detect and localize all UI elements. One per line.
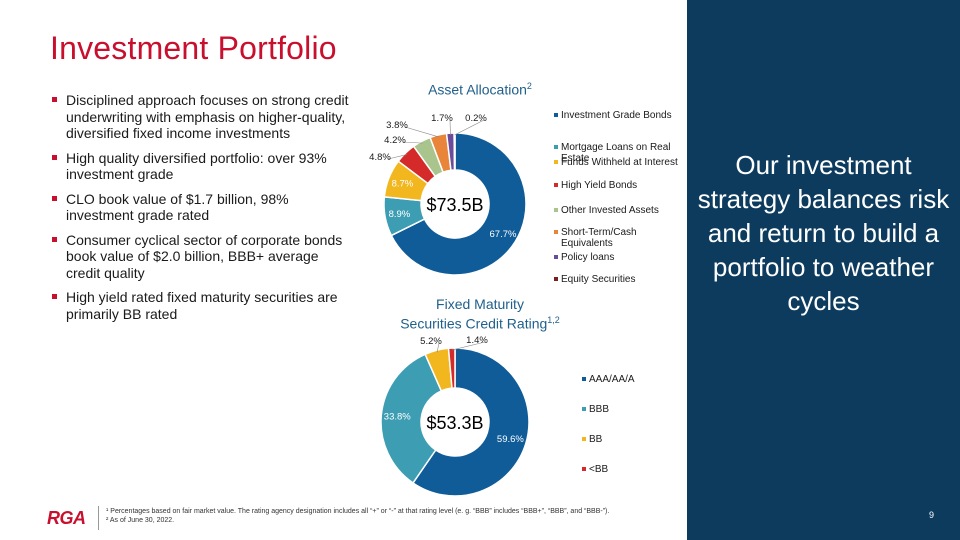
credit-chart-title: Fixed Maturity Securities Credit Rating1… — [380, 296, 580, 332]
legend-item: AAA/AA/A — [582, 374, 712, 385]
page-number: 9 — [928, 510, 934, 520]
legend-item: BB — [582, 434, 712, 445]
legend-item: Equity Securities — [554, 274, 684, 285]
legend-swatch — [554, 255, 558, 259]
leader-line — [451, 341, 486, 351]
footnotes: ¹ Percentages based on fair market value… — [106, 507, 686, 525]
leader-line — [454, 119, 485, 136]
data-label: 3.8% — [386, 120, 408, 131]
bullet-text: CLO book value of $1.7 billion, 98% inve… — [66, 190, 289, 224]
leader-line — [404, 126, 439, 138]
bullet-text: Disciplined approach focuses on strong c… — [66, 92, 349, 141]
donut-center-total: $73.5B — [426, 195, 483, 215]
legend-item: <BB — [582, 464, 712, 475]
legend-swatch — [554, 160, 558, 164]
data-label: 1.4% — [466, 335, 488, 346]
legend-item: Short-Term/Cash Equivalents — [554, 227, 684, 249]
bullet-item: Disciplined approach focuses on strong c… — [52, 92, 352, 142]
leader-line — [436, 342, 440, 353]
legend-label: Mortgage Loans on Real Estate — [561, 142, 671, 164]
credit-chart-title-line1: Fixed Maturity — [436, 296, 524, 312]
legend-swatch — [554, 145, 558, 149]
legend-label: Investment Grade Bonds — [561, 110, 672, 121]
data-label: 0.2% — [465, 113, 487, 124]
legend-item: Policy loans — [554, 252, 684, 263]
data-label: 59.6% — [497, 434, 524, 445]
legend-item: Funds Withheld at Interest — [554, 157, 684, 168]
rga-logo: RGA — [47, 508, 86, 528]
bullet-marker — [52, 195, 57, 201]
leader-line — [387, 154, 407, 160]
asset-chart-title-text: Asset Allocation — [428, 81, 527, 98]
donut-slice — [453, 132, 456, 171]
footnote-1: ¹ Percentages based on fair market value… — [106, 508, 610, 515]
bullet-marker — [52, 97, 57, 102]
asset-chart-title: Asset Allocation2 — [405, 78, 555, 98]
legend-item: Other Invested Assets — [554, 205, 684, 216]
legend-label: Policy loans — [561, 252, 615, 263]
data-label: 67.7% — [490, 229, 517, 240]
donut-center-total: $53.3B — [426, 413, 483, 433]
legend-swatch — [582, 377, 586, 381]
legend-swatch — [554, 183, 558, 187]
legend-swatch — [554, 277, 558, 281]
legend-swatch — [554, 208, 558, 212]
bullet-text: High quality diversified portfolio: over… — [66, 149, 327, 183]
bullet-list: Disciplined approach focuses on strong c… — [52, 92, 352, 330]
legend-label: High Yield Bonds — [561, 180, 638, 191]
legend-label: Funds Withheld at Interest — [561, 157, 678, 168]
bullet-text: Consumer cyclical sector of corporate bo… — [66, 231, 343, 281]
strategy-statement: Our investment strategy balances risk an… — [697, 150, 950, 316]
data-label: 4.8% — [369, 152, 391, 163]
legend-label: BB — [589, 434, 603, 445]
donut-slice — [411, 347, 530, 497]
donut-slice — [390, 132, 527, 276]
bullet-item: High quality diversified portfolio: over… — [52, 150, 352, 183]
legend-item: Investment Grade Bonds — [554, 110, 684, 121]
asset-chart-title-sup: 2 — [526, 81, 532, 91]
credit-chart-title-line2: Securities Credit Rating — [400, 315, 548, 332]
legend-swatch — [554, 230, 558, 234]
data-label: 4.2% — [384, 135, 406, 146]
donut-slice — [447, 347, 456, 389]
legend-item: Mortgage Loans on Real Estate — [554, 142, 684, 164]
right-panel: Our investment strategy balances risk an… — [687, 0, 960, 540]
bullet-text: High yield rated fixed maturity securiti… — [66, 289, 338, 322]
legend-swatch — [554, 113, 558, 117]
data-label: 8.9% — [389, 209, 411, 220]
footnote-2: ² As of June 30, 2022. — [106, 517, 175, 524]
data-label: 5.2% — [420, 336, 442, 347]
leader-line — [402, 141, 423, 144]
credit-chart-title-sup: 1,2 — [547, 315, 560, 325]
legend-label: Equity Securities — [561, 274, 636, 285]
page-title: Investment Portfolio — [50, 30, 337, 66]
legend-label: BBB — [589, 404, 610, 415]
legend-label: AAA/AA/A — [589, 374, 635, 385]
legend-swatch — [582, 467, 586, 471]
legend-label: Other Invested Assets — [561, 205, 659, 216]
donut-slice — [380, 353, 443, 484]
bullet-item: Consumer cyclical sector of corporate bo… — [52, 232, 352, 282]
legend-swatch — [582, 437, 586, 441]
footer-divider — [98, 506, 99, 530]
legend-label: <BB — [589, 464, 609, 475]
legend-label: Short-Term/Cash Equivalents — [561, 227, 637, 249]
bullet-item: High yield rated fixed maturity securiti… — [52, 289, 352, 322]
bullet-item: CLO book value of $1.7 billion, 98% inve… — [52, 191, 352, 224]
data-label: 8.7% — [392, 178, 414, 189]
bullet-marker — [52, 154, 57, 160]
bullet-marker — [52, 236, 57, 242]
legend-item: High Yield Bonds — [554, 180, 684, 191]
data-label: 1.7% — [431, 113, 453, 124]
bullet-marker — [52, 294, 57, 299]
legend-item: BBB — [582, 404, 712, 415]
legend-swatch — [582, 407, 586, 411]
data-label: 33.8% — [384, 412, 411, 423]
